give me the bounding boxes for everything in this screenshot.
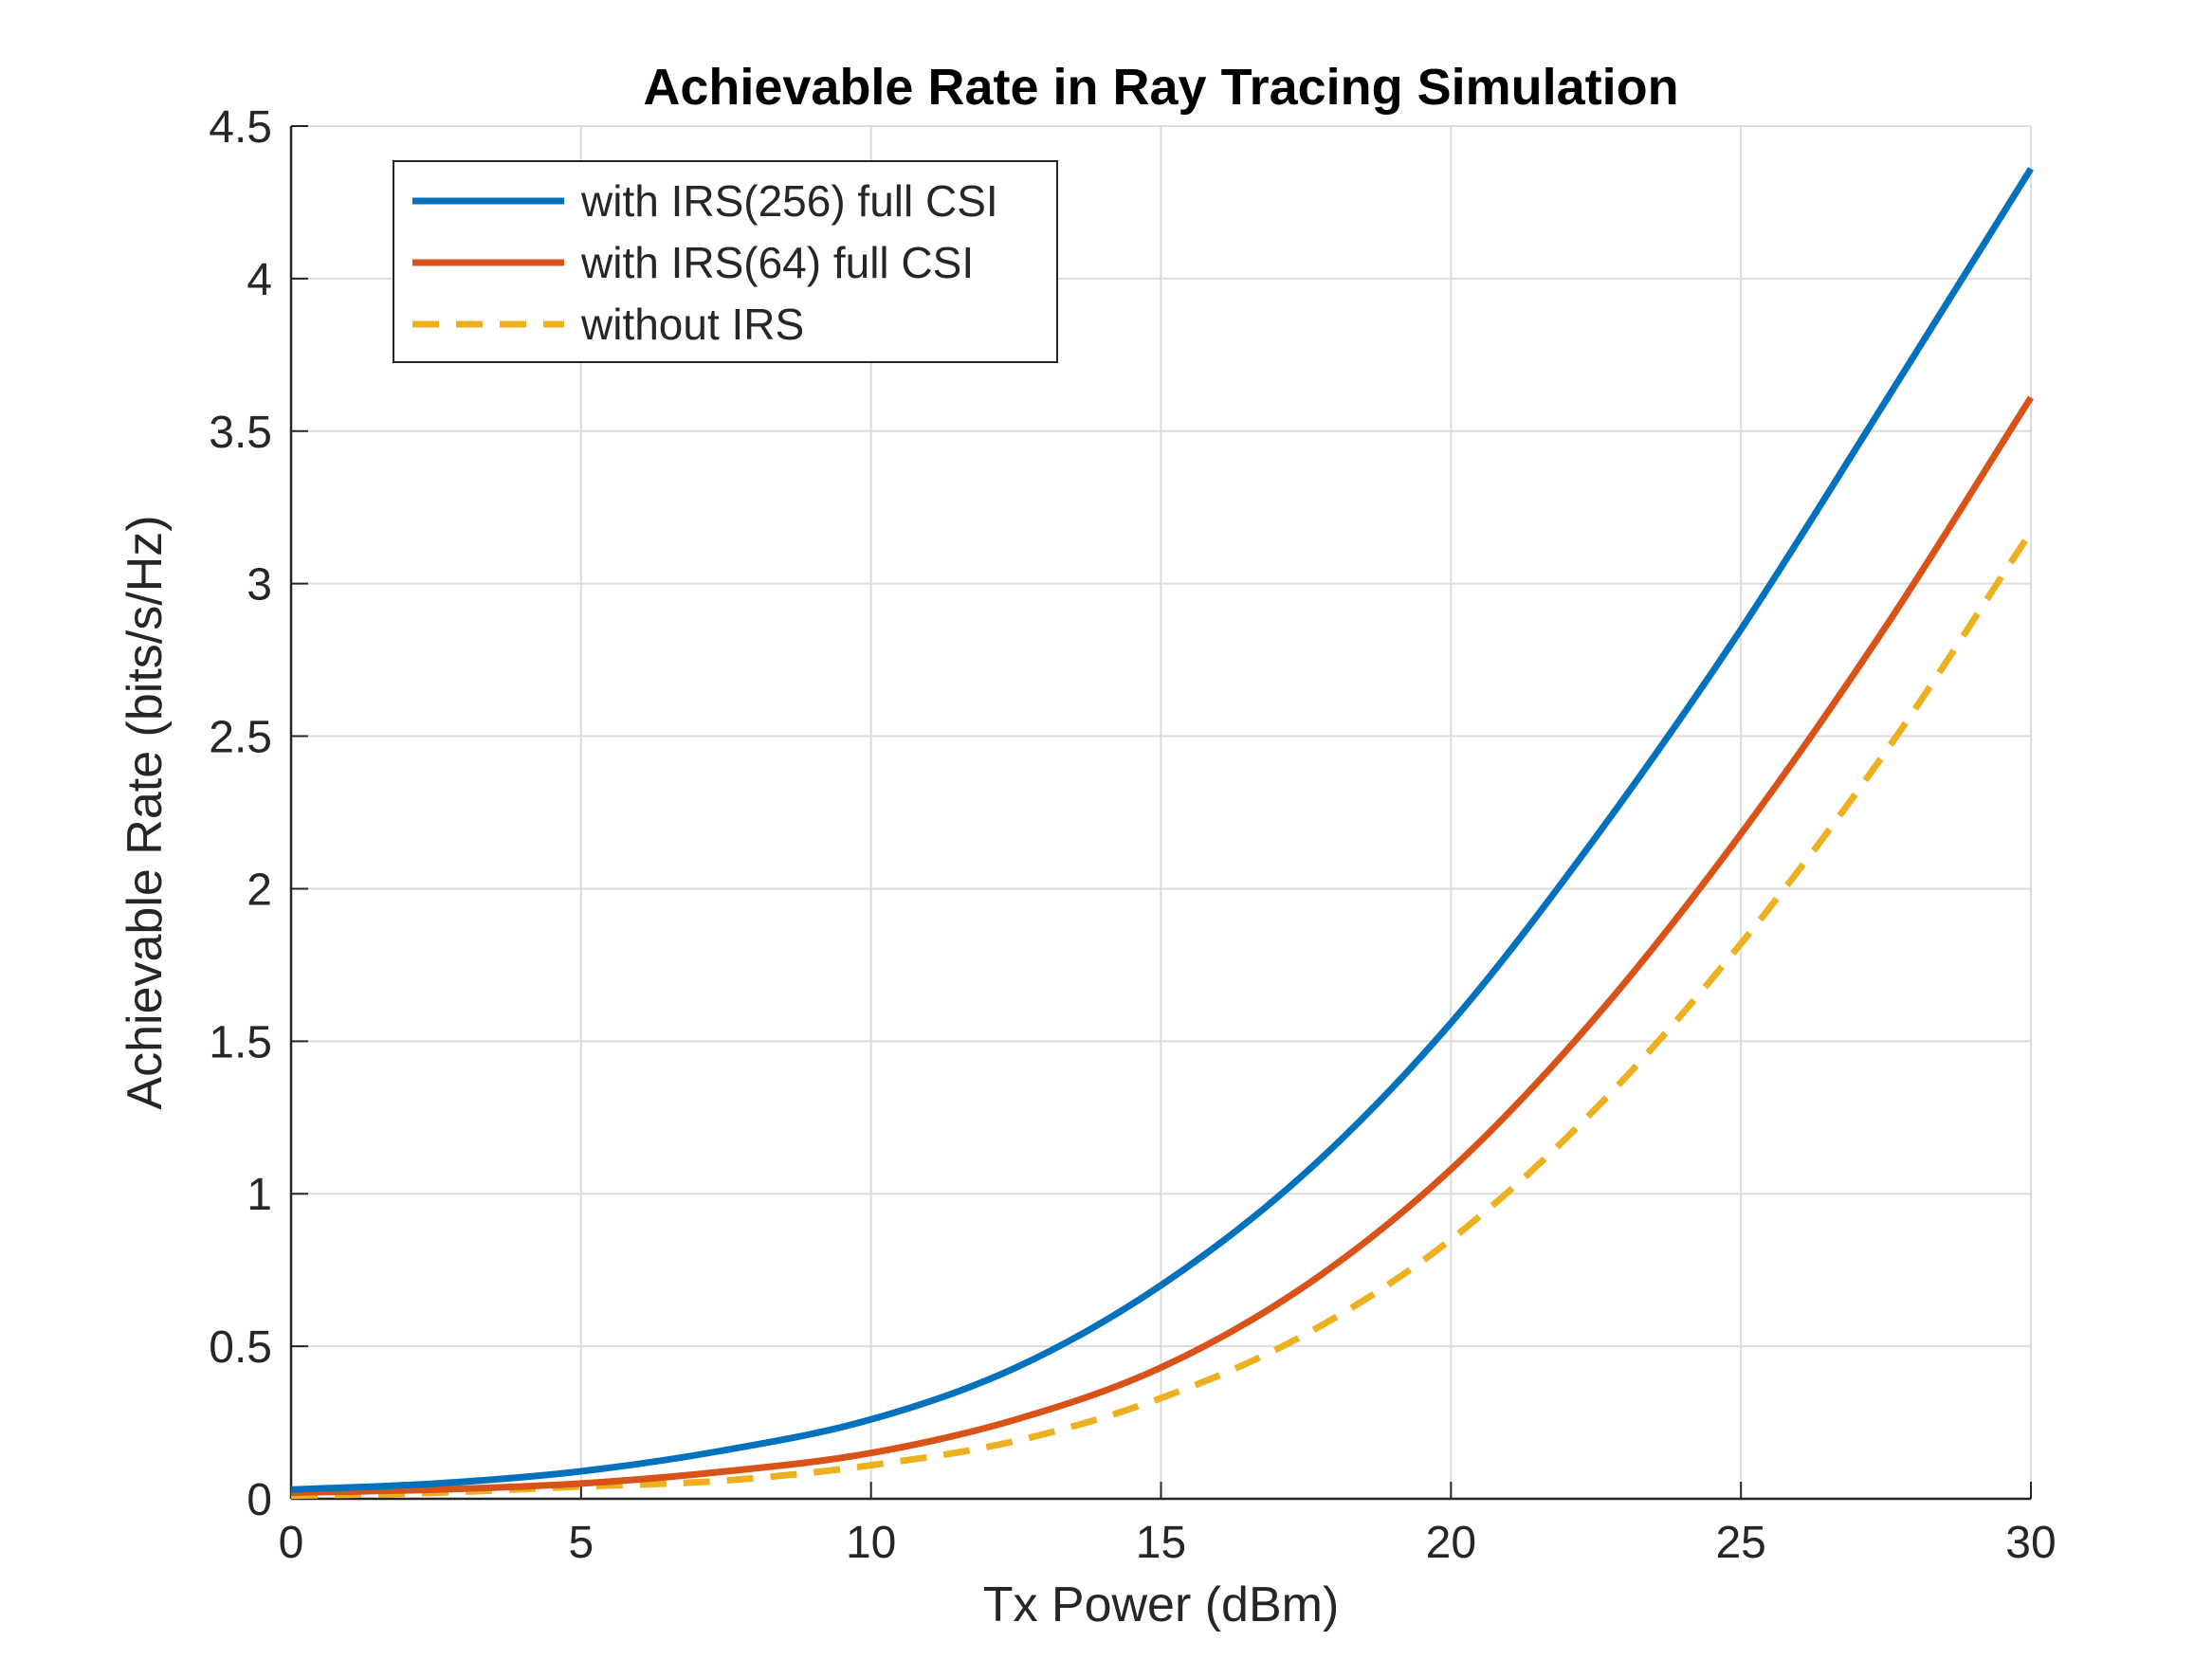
x-tick-label: 15 <box>1136 1518 1186 1568</box>
y-tick-label: 0.5 <box>209 1322 272 1373</box>
x-tick-label: 0 <box>279 1518 304 1568</box>
legend-label: with IRS(64) full CSI <box>580 238 974 287</box>
legend-label: without IRS <box>580 300 804 349</box>
x-tick-label: 20 <box>1426 1518 1476 1568</box>
x-tick-label: 5 <box>568 1518 594 1568</box>
y-tick-label: 4 <box>247 255 272 305</box>
y-tick-label: 4.5 <box>209 102 272 153</box>
y-tick-label: 2 <box>247 865 272 915</box>
legend: with IRS(256) full CSI with IRS(64) full … <box>393 160 1058 363</box>
x-axis-label: Tx Power (dBm) <box>983 1577 1340 1632</box>
y-tick-label: 3 <box>247 560 272 611</box>
x-tick-label: 30 <box>2005 1518 2056 1568</box>
y-tick-label: 3.5 <box>209 408 272 458</box>
y-tick-label: 1.5 <box>209 1017 272 1067</box>
x-tick-label: 10 <box>846 1518 896 1568</box>
y-tick-label: 1 <box>247 1170 272 1220</box>
series <box>290 167 2034 1500</box>
x-tick-label: 25 <box>1715 1518 1765 1568</box>
y-tick-label: 2.5 <box>209 713 272 763</box>
chart-title: Achievable Rate in Ray Tracing Simulatio… <box>643 59 1678 116</box>
tick-labels: 0 5 10 15 20 25 30 0 0.5 1 1.5 2 2.5 3 3.5 4 4.5 <box>209 102 2056 1568</box>
series-line-without-irs <box>290 530 2034 1500</box>
y-axis-label: Achievable Rate (bits/s/Hz) <box>118 515 173 1109</box>
series-line-with-irs-64-full-csi <box>290 395 2034 1497</box>
y-tick-label: 0 <box>247 1475 272 1525</box>
series-line-with-irs-256-full-csi <box>290 167 2034 1493</box>
legend-label: with IRS(256) full CSI <box>580 176 998 226</box>
axes <box>289 125 2032 1501</box>
